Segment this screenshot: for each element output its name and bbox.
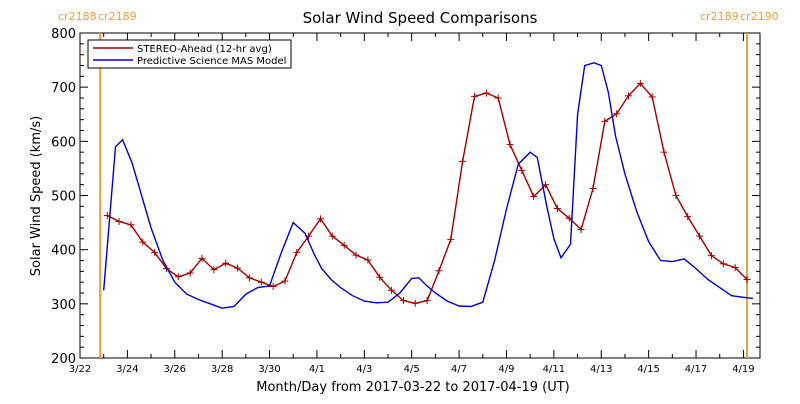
y-tick-label: 500: [51, 190, 76, 205]
x-tick-label: 3/24: [116, 364, 138, 375]
data-point-stereo: [340, 241, 348, 249]
y-tick-label: 600: [51, 135, 76, 150]
data-point-stereo: [494, 94, 502, 102]
y-tick-label: 800: [51, 27, 76, 42]
data-point-stereo: [269, 283, 277, 290]
data-point-stereo: [364, 256, 372, 264]
y-tick-label: 400: [51, 244, 76, 259]
data-point-stereo: [423, 297, 431, 305]
x-tick-label: 4/11: [543, 364, 565, 375]
rotation-marker-label: cr2190: [740, 10, 779, 23]
data-point-stereo: [151, 248, 159, 256]
legend-entry: Predictive Science MAS Model: [137, 56, 286, 67]
data-point-stereo: [459, 157, 467, 165]
data-point-stereo: [316, 215, 324, 223]
data-point-stereo: [518, 167, 526, 175]
rotation-marker-label: cr2189: [98, 10, 137, 23]
series-line-stereo: [106, 82, 748, 305]
x-tick-label: 4/3: [356, 364, 372, 375]
x-tick-label: 4/7: [451, 364, 467, 375]
x-tick-label: 4/17: [685, 364, 707, 375]
legend-box: [87, 39, 292, 69]
data-point-stereo: [470, 92, 478, 100]
x-tick-label: 4/9: [498, 364, 514, 375]
data-point-stereo: [352, 251, 360, 259]
x-axis-label: Month/Day from 2017-03-22 to 2017-04-19 …: [256, 380, 569, 395]
x-tick-label: 4/19: [732, 364, 754, 375]
data-point-stereo: [684, 213, 692, 221]
data-point-stereo: [376, 273, 384, 281]
data-point-stereo: [127, 221, 135, 229]
data-point-stereo: [707, 252, 715, 260]
data-point-stereo: [399, 297, 407, 305]
x-tick-label: 3/30: [258, 364, 280, 375]
data-point-stereo: [447, 235, 455, 243]
data-point-stereo: [186, 269, 194, 277]
x-tick-label: 3/28: [211, 364, 233, 375]
data-point-stereo: [719, 260, 727, 268]
data-point-stereo: [625, 92, 633, 100]
data-point-stereo: [553, 205, 561, 212]
data-point-stereo: [530, 193, 538, 201]
data-point-stereo: [613, 110, 621, 118]
data-point-stereo: [245, 274, 253, 282]
data-point-stereo: [696, 232, 704, 240]
data-point-stereo: [210, 266, 218, 274]
x-tick-label: 4/5: [404, 364, 420, 375]
legend-entry: STEREO-Ahead (12-hr avg): [137, 44, 272, 55]
data-point-stereo: [174, 273, 182, 281]
data-point-stereo: [482, 89, 490, 97]
data-point-stereo: [660, 148, 668, 156]
data-point-stereo: [234, 264, 242, 272]
data-point-stereo: [222, 259, 230, 267]
data-point-stereo: [115, 218, 123, 225]
data-point-stereo: [411, 299, 419, 307]
data-point-stereo: [577, 226, 585, 234]
data-point-stereo: [257, 278, 265, 286]
data-point-stereo: [636, 79, 644, 87]
x-tick-label: 3/22: [69, 364, 91, 375]
data-point-stereo: [281, 277, 289, 285]
data-point-stereo: [589, 184, 597, 192]
x-tick-label: 4/15: [637, 364, 659, 375]
data-point-stereo: [601, 117, 609, 125]
rotation-marker-label: cr2188: [58, 10, 97, 23]
series-line-mas: [103, 62, 753, 309]
data-point-stereo: [435, 267, 443, 275]
chart-title: Solar Wind Speed Comparisons: [303, 9, 538, 27]
x-tick-label: 4/13: [590, 364, 612, 375]
data-point-stereo: [506, 141, 514, 149]
data-point-stereo: [672, 192, 680, 199]
y-tick-label: 700: [51, 81, 76, 96]
y-axis-label: Solar Wind Speed (km/s): [29, 116, 44, 276]
data-point-stereo: [743, 275, 751, 283]
y-tick-label: 300: [51, 298, 76, 313]
data-point-stereo: [388, 286, 396, 294]
legend: STEREO-Ahead (12-hr avg)Predictive Scien…: [87, 39, 292, 69]
data-point-stereo: [648, 93, 656, 101]
data-point-stereo: [328, 232, 336, 240]
y-tick-label: 200: [51, 352, 76, 367]
x-tick-label: 4/1: [309, 364, 325, 375]
data-point-stereo: [139, 238, 147, 246]
plot-frame: [79, 32, 761, 359]
data-point-stereo: [198, 254, 206, 262]
x-tick-label: 3/26: [164, 364, 186, 375]
data-point-stereo: [731, 264, 739, 272]
data-point-stereo: [293, 248, 301, 256]
rotation-marker-label: cr2189: [700, 10, 739, 23]
